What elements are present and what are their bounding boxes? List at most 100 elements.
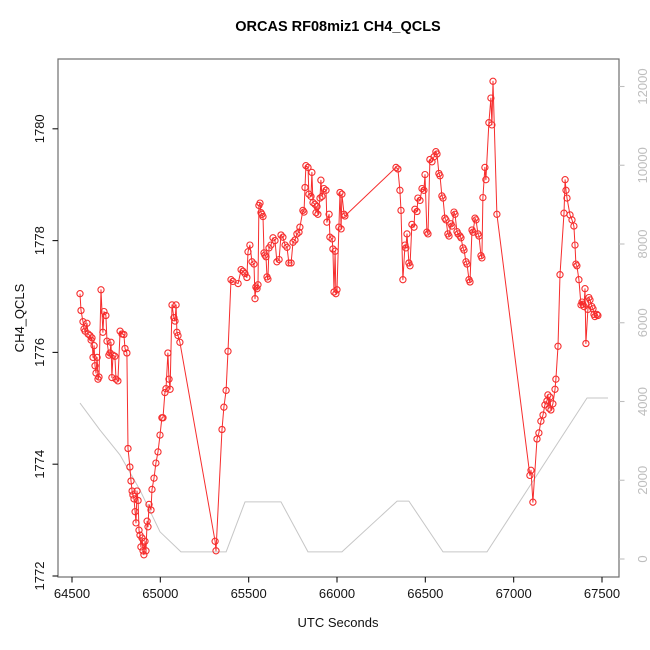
data-point <box>561 176 569 184</box>
data-point <box>296 223 304 231</box>
data-point <box>406 262 414 270</box>
plot-area: 64500 65000 65500 66000 66500 67000 67500 1772 1… <box>32 58 650 601</box>
data-point <box>416 196 424 205</box>
data-point <box>132 519 140 527</box>
data-point <box>475 232 483 240</box>
y-right-tick-label: 6000 <box>635 308 650 337</box>
data-point <box>457 234 465 242</box>
x-axis-label: UTC Seconds <box>298 615 379 630</box>
data-point <box>594 311 602 320</box>
data-point <box>273 258 281 266</box>
data-point <box>95 373 103 381</box>
data-point <box>170 314 178 322</box>
data-point <box>174 331 182 340</box>
data-point <box>535 429 543 437</box>
data-point <box>107 338 115 346</box>
data-point <box>304 163 312 172</box>
data-point <box>556 271 564 279</box>
data-point <box>271 236 279 245</box>
data-point <box>100 307 108 316</box>
data-point <box>307 192 315 201</box>
data-point <box>77 306 85 315</box>
data-point <box>234 279 242 288</box>
data-point <box>243 273 251 282</box>
data-point <box>472 216 480 224</box>
data-point <box>586 296 594 304</box>
data-point <box>489 77 497 85</box>
y-axis-label: CH4_QCLS <box>12 283 27 352</box>
data-point <box>130 495 138 503</box>
data-point <box>424 230 432 238</box>
data-point <box>133 487 141 495</box>
x-tick-label: 64500 <box>54 586 90 601</box>
data-point <box>478 254 486 262</box>
data-point <box>410 223 418 231</box>
data-point <box>248 258 256 266</box>
data-point <box>88 334 96 342</box>
data-point <box>593 310 601 319</box>
data-point <box>166 385 174 393</box>
data-point <box>164 349 172 357</box>
data-point <box>322 186 330 194</box>
data-point <box>320 184 328 193</box>
data-point <box>318 192 326 201</box>
data-point <box>227 276 235 284</box>
y-left-tick-label: 1772 <box>32 562 47 591</box>
data-point <box>89 353 97 362</box>
altitude-line <box>79 397 608 553</box>
data-point <box>481 163 489 172</box>
data-point <box>463 260 471 268</box>
data-point <box>241 269 249 278</box>
data-point <box>90 342 98 350</box>
data-point <box>302 162 310 170</box>
data-point <box>301 183 309 192</box>
data-point <box>111 352 119 360</box>
data-point <box>394 165 402 173</box>
data-point <box>161 388 169 397</box>
data-point <box>545 404 553 412</box>
y-right-tick-label: 4000 <box>635 387 650 416</box>
data-point <box>562 186 570 194</box>
data-point <box>423 228 431 236</box>
data-point <box>469 228 477 236</box>
data-point <box>333 286 341 294</box>
data-point <box>142 547 150 555</box>
data-point <box>135 526 143 534</box>
data-point <box>551 385 559 393</box>
data-point <box>289 238 297 246</box>
data-point <box>159 414 167 422</box>
data-point <box>277 231 285 239</box>
data-point <box>317 176 325 184</box>
x-tick-label: 65000 <box>142 586 178 601</box>
x-tick-label: 66500 <box>407 586 443 601</box>
data-point <box>147 506 155 514</box>
data-point <box>335 223 343 231</box>
data-point <box>549 400 557 408</box>
data-point <box>397 206 405 215</box>
data-point <box>571 241 579 249</box>
data-point <box>552 375 560 383</box>
data-point <box>323 218 331 226</box>
data-point <box>239 267 247 275</box>
y-right-tick-label: 2000 <box>635 466 650 495</box>
data-point <box>581 285 589 293</box>
y-left-tick-label: 1780 <box>32 114 47 143</box>
y-left-tick-label: 1774 <box>32 450 47 479</box>
data-point <box>570 222 578 230</box>
x-tick-label: 67500 <box>584 586 620 601</box>
data-point <box>448 222 456 230</box>
data-point <box>411 205 419 213</box>
data-point <box>482 176 490 184</box>
data-point <box>137 543 145 551</box>
data-point <box>114 377 122 385</box>
data-point <box>108 373 116 382</box>
data-point <box>99 328 107 336</box>
chart-title: ORCAS RF08miz1 CH4_QCLS <box>235 19 441 35</box>
data-point <box>103 337 111 345</box>
data-point <box>279 233 287 241</box>
data-point <box>305 190 313 198</box>
data-point <box>445 232 453 240</box>
data-point <box>162 385 170 393</box>
data-point <box>262 253 270 261</box>
data-point <box>131 508 139 516</box>
